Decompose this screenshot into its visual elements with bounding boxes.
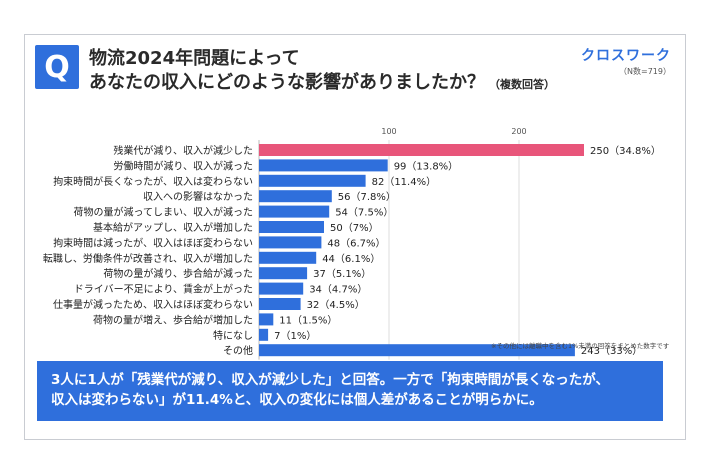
value-label: 48（6.7%） <box>327 237 385 249</box>
bar <box>259 313 274 326</box>
category-label: 荷物の量が減ってしまい、収入が減った <box>74 206 254 219</box>
category-label: 残業代が減り、収入が減少した <box>113 144 253 157</box>
bar <box>259 174 366 187</box>
question-badge: Q <box>35 45 79 89</box>
sample-size: （N数=719） <box>619 67 671 76</box>
question-title-text: あなたの収入にどのような影響がありましたか？ <box>89 72 485 93</box>
value-label: 250（34.8%） <box>590 145 661 157</box>
value-label: 82（11.4%） <box>372 176 437 188</box>
category-label: 基本給がアップし、収入が増加した <box>93 221 253 234</box>
value-label: 7（1%） <box>274 330 316 342</box>
category-label: 仕事量が減ったため、収入はほぼ変わらない <box>53 298 253 311</box>
bar <box>259 344 575 357</box>
bar <box>259 144 584 156</box>
value-label: 50（7%） <box>330 222 379 234</box>
value-label: 54（7.5%） <box>335 207 393 219</box>
category-label: 荷物の量が減り、歩合給が減った <box>103 267 253 280</box>
category-label: 拘束時間が長くなったが、収入は変わらない <box>53 175 253 188</box>
category-label: 荷物の量が増え、歩合給が増加した <box>93 313 253 326</box>
value-label: 56（7.8%） <box>338 191 396 203</box>
bar <box>259 159 388 172</box>
bar-chart: 100 200 残業代が減り、収入が減少した 250（34.8%） 労働時間が減り、収入… <box>43 127 661 360</box>
value-label: 32（4.5%） <box>307 299 365 311</box>
bar <box>259 282 304 295</box>
category-label: 転職し、労働条件が改善され、収入が増加した <box>43 252 253 265</box>
category-label: ドライバー不足により、賃金が上がった <box>74 283 253 296</box>
category-label: その他 <box>223 344 253 357</box>
bar <box>259 267 308 280</box>
category-label: 拘束時間は減ったが、収入はほぼ変わらない <box>53 236 253 249</box>
question-title-note: （複数回答） <box>489 78 555 91</box>
category-label: 収入への影響はなかった <box>143 190 253 203</box>
bar <box>259 251 317 264</box>
summary-line1: 3人に1人が「残業代が減り、収入が減少した」と回答。一方で「拘束時間が長くなった… <box>51 372 609 388</box>
brand-logo: クロスワーク <box>581 48 671 64</box>
question-title-line1: 物流2024年問題によって <box>89 48 300 69</box>
value-label: 44（6.1%） <box>322 253 380 265</box>
category-label: 特になし <box>213 330 253 342</box>
bar <box>259 221 324 233</box>
value-label: 11（1.5%） <box>279 314 337 326</box>
value-label: 99（13.8%） <box>394 160 459 172</box>
bar <box>259 205 330 218</box>
bar <box>259 298 301 310</box>
question-title-line2: あなたの収入にどのような影響がありましたか？ （複数回答） <box>89 68 555 94</box>
value-label: 243（33%） <box>581 345 642 357</box>
bar <box>259 328 269 341</box>
x-tick-label: 100 <box>381 127 396 136</box>
category-label: 労働時間が減り、収入が減った <box>113 159 253 172</box>
value-label: 34（4.7%） <box>309 284 367 296</box>
bar <box>259 190 332 203</box>
survey-card: Q 物流2024年問題によって あなたの収入にどのような影響がありましたか？ （複… <box>24 34 686 440</box>
chart-footnote: ※その他には離職中を含む1%未満の回答をまとめた数字です <box>491 342 670 350</box>
bar <box>259 236 322 249</box>
x-tick-label: 200 <box>511 127 526 136</box>
summary-box: 3人に1人が「残業代が減り、収入が減少した」と回答。一方で「拘束時間が長くなった… <box>37 361 663 421</box>
value-label: 37（5.1%） <box>313 268 371 280</box>
summary-line2: 収入は変わらない」が11.4%と、収入の変化には個人差があることが明らかに。 <box>51 392 543 408</box>
